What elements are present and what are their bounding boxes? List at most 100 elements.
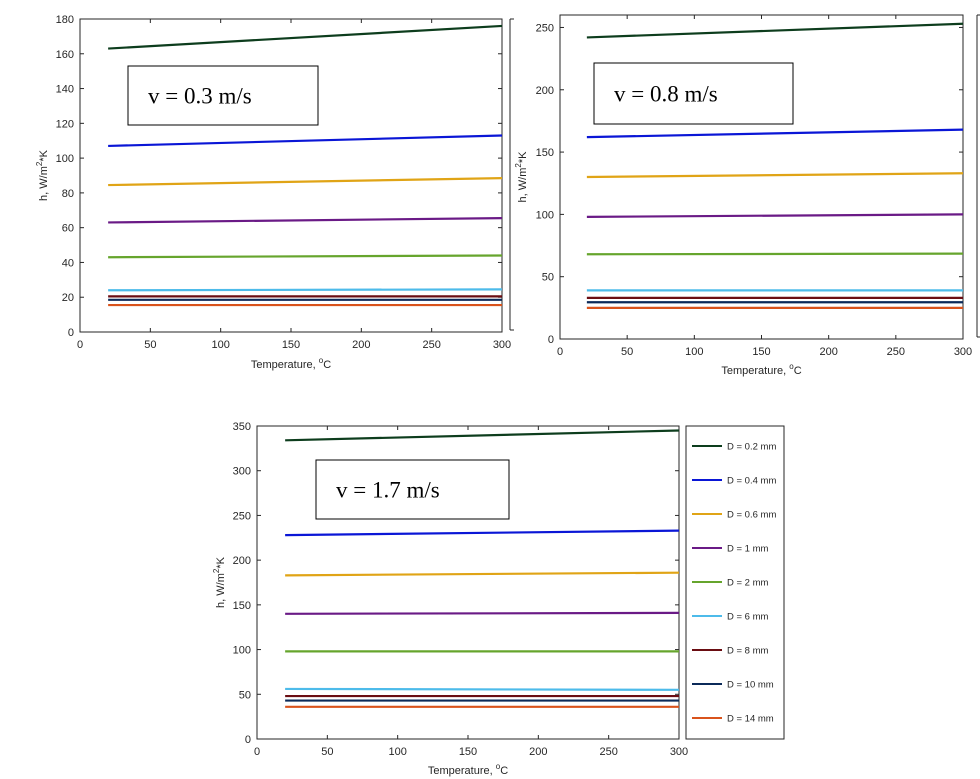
y-tick-label: 150 — [233, 600, 251, 612]
y-axis-label-text: h, W/m — [38, 166, 50, 201]
legend-entry-d-8-mm: D = 8 mm — [692, 646, 769, 657]
y-axis-label-sup: 2 — [212, 568, 221, 573]
y-tick-label: 100 — [233, 645, 251, 657]
velocity-annotation: v = 0.3 m/s — [148, 84, 252, 109]
x-tick-label: 0 — [77, 339, 83, 351]
x-axis-label-text: Temperature, — [251, 359, 319, 371]
y-axis-label-text: h, W/m — [215, 573, 227, 608]
legend-entry-d-14-mm: D = 14 mm — [692, 714, 774, 725]
y-axis-label-unit: *K — [215, 556, 227, 568]
x-tick-label: 200 — [352, 339, 370, 351]
y-tick-label: 0 — [245, 734, 251, 746]
legend-entry-d-0-6-mm: D = 0.6 mm — [692, 510, 776, 521]
y-tick-label: 40 — [62, 257, 74, 269]
y-tick-label: 0 — [68, 327, 74, 339]
y-tick-label: 100 — [536, 209, 554, 221]
y-tick-label: 60 — [62, 223, 74, 235]
y-tick-label: 250 — [233, 510, 251, 522]
chart-2: 0 50 100 150 200 250 0 50 100 150 200 250 300 Tempera… — [514, 14, 980, 377]
x-tick-label: 150 — [282, 339, 300, 351]
series-line-d-0-4-mm — [108, 134, 503, 148]
x-tick-label: 250 — [422, 339, 440, 351]
series-line-d-2-mm — [108, 254, 503, 259]
legend-label: D = 6 mm — [727, 612, 769, 623]
x-axis-label-text: Temperature, — [428, 765, 496, 777]
x-tick-label: 50 — [621, 346, 633, 358]
x-tick-label: 250 — [887, 346, 905, 358]
y-tick-label: 150 — [536, 147, 554, 159]
legend: D = 0.2 mm D = 0.4 mm D = 0.6 mm D = 1 mm D … — [685, 425, 785, 740]
y-tick-label: 200 — [536, 85, 554, 97]
x-tick-label: 50 — [144, 339, 156, 351]
y-axis-label-unit: *K — [38, 149, 50, 161]
chart-3: 0 50 100 150 200 250 300 350 0 50 100 150 200 250 300 T… — [212, 421, 688, 777]
velocity-annotation-box — [127, 65, 319, 126]
legend-label: D = 0.4 mm — [727, 476, 776, 487]
series-line-d-0-6-mm — [108, 177, 503, 187]
legend-label: D = 8 mm — [727, 646, 769, 657]
series-line-d-1-mm — [108, 217, 503, 224]
x-tick-label: 100 — [211, 339, 229, 351]
y-tick-label: 80 — [62, 188, 74, 200]
x-tick-label: 100 — [388, 746, 406, 758]
x-tick-label: 150 — [459, 746, 477, 758]
velocity-annotation: v = 1.7 m/s — [336, 478, 440, 503]
series-line-d-1-mm — [586, 213, 964, 218]
x-axis-label: Temperature, oC — [721, 362, 801, 377]
series-line-d-0-4-mm — [586, 128, 964, 139]
y-tick-label: 50 — [239, 689, 251, 701]
series-line-d-0-4-mm — [285, 529, 680, 537]
x-tick-label: 150 — [752, 346, 770, 358]
y-tick-label: 180 — [56, 14, 74, 26]
series-line-d-2-mm — [586, 252, 964, 256]
x-axis-label: Temperature, oC — [428, 762, 508, 777]
y-tick-label: 20 — [62, 292, 74, 304]
x-axis-label-sup: o — [789, 362, 794, 371]
x-tick-label: 200 — [529, 746, 547, 758]
legend-entry-d-1-mm: D = 1 mm — [692, 544, 769, 555]
x-axis-label-unit: C — [323, 359, 331, 371]
y-axis-label: h, W/m2*K — [35, 149, 50, 201]
x-tick-label: 250 — [599, 746, 617, 758]
y-axis-label-text: h, W/m — [517, 168, 529, 203]
x-tick-label: 300 — [670, 746, 688, 758]
x-axis-label-unit: C — [500, 765, 508, 777]
x-tick-label: 0 — [254, 746, 260, 758]
x-tick-label: 100 — [685, 346, 703, 358]
legend-label: D = 10 mm — [727, 680, 774, 691]
legend-entry-d-10-mm: D = 10 mm — [692, 680, 774, 691]
series-line-d-0-2-mm — [586, 22, 964, 39]
y-tick-label: 140 — [56, 84, 74, 96]
chart-1: 0 20 40 60 80 100 120 140 160 180 0 50 100 150 200 250 3… — [35, 14, 514, 371]
series-line-d-0-6-mm — [586, 172, 964, 179]
series-line-d-0-2-mm — [108, 24, 503, 50]
legend-entry-d-0-2-mm: D = 0.2 mm — [692, 442, 776, 453]
y-tick-label: 350 — [233, 421, 251, 433]
legend-entry-d-2-mm: D = 2 mm — [692, 578, 769, 589]
y-tick-label: 300 — [233, 466, 251, 478]
x-axis-label: Temperature, oC — [251, 356, 331, 371]
x-axis-label-unit: C — [794, 365, 802, 377]
series-line-d-1-mm — [285, 611, 680, 615]
y-tick-label: 120 — [56, 118, 74, 130]
y-tick-label: 100 — [56, 153, 74, 165]
y-axis-label-sup: 2 — [35, 161, 44, 166]
velocity-annotation-box — [315, 459, 510, 520]
legend-entry-d-0-4-mm: D = 0.4 mm — [692, 476, 776, 487]
x-tick-label: 300 — [954, 346, 972, 358]
y-tick-label: 50 — [542, 272, 554, 284]
x-axis-label-sup: o — [319, 356, 324, 365]
y-tick-label: 250 — [536, 22, 554, 34]
x-tick-label: 0 — [557, 346, 563, 358]
y-tick-label: 160 — [56, 49, 74, 61]
legend-label: D = 14 mm — [727, 714, 774, 725]
y-axis-label-sup: 2 — [514, 163, 523, 168]
velocity-annotation: v = 0.8 m/s — [614, 82, 718, 107]
y-tick-label: 200 — [233, 555, 251, 567]
x-tick-label: 50 — [321, 746, 333, 758]
legend-label: D = 2 mm — [727, 578, 769, 589]
legend-label: D = 0.2 mm — [727, 442, 776, 453]
series-line-d-0-2-mm — [285, 429, 680, 442]
x-tick-label: 200 — [819, 346, 837, 358]
